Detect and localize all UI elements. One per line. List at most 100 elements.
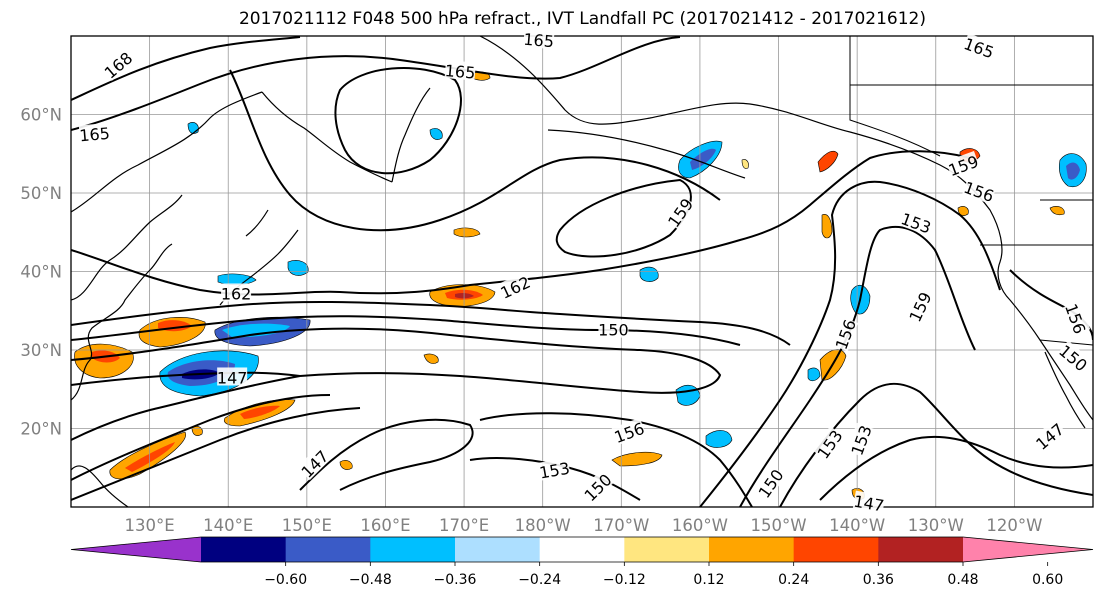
contour-label-bg <box>444 60 476 81</box>
contour-label-bg <box>217 367 248 386</box>
shade-patch <box>339 460 353 470</box>
coastlines <box>71 36 1093 507</box>
shade-patch <box>639 266 659 282</box>
colorbar-segment <box>455 537 541 562</box>
contour-label: 165 <box>523 28 555 52</box>
border-us-mexico <box>1039 339 1093 346</box>
contour-label-text: 162 <box>221 284 252 303</box>
shade-patch <box>455 292 474 299</box>
contour-label: 156 <box>830 316 860 352</box>
contour-label-bg <box>611 417 647 446</box>
contour-jet-1 <box>71 300 791 346</box>
contour-label-bg <box>580 469 614 504</box>
contour-south-d <box>469 456 641 501</box>
lat-label: 30°N <box>20 341 62 360</box>
lon-label: 130°E <box>125 516 175 535</box>
lon-label: 120°W <box>986 516 1042 535</box>
contour-label-text: 165 <box>523 30 555 52</box>
colorbar-tick-label: 0.48 <box>947 572 978 588</box>
contour-jet-3 <box>71 327 722 394</box>
shade-patch <box>1066 162 1080 180</box>
contour-jet-2 <box>71 315 741 346</box>
contour-label-bg <box>497 271 533 301</box>
lon-label: 170°E <box>439 516 489 535</box>
contour-label: 165 <box>444 60 476 83</box>
colorbar-outline <box>70 536 1094 563</box>
contour-label-bg <box>962 176 997 205</box>
lat-label: 60°N <box>20 106 62 125</box>
contour-label-bg <box>297 446 331 481</box>
shade-patch <box>429 128 443 140</box>
border-inset-box <box>850 84 1093 265</box>
colorbar-tick-label: −0.24 <box>518 572 561 588</box>
contour-south-b <box>71 407 361 501</box>
lon-label: 160°E <box>360 516 410 535</box>
contour-label-bg <box>1031 419 1067 453</box>
contour-label-bg <box>663 194 696 230</box>
contour-label: 165 <box>78 122 111 145</box>
contour-south-c <box>299 418 474 491</box>
contour-label-bg <box>812 426 845 462</box>
contour-label-text: 150 <box>598 321 629 340</box>
contour-label-bg <box>899 208 934 236</box>
shade-patch <box>222 323 290 338</box>
lon-label: 150°W <box>751 516 807 535</box>
contour-159-ring <box>555 178 692 258</box>
contour-label: 150 <box>598 319 629 340</box>
colorbar-tick-label: 0.60 <box>1032 572 1063 588</box>
colorbar-segment <box>793 537 879 562</box>
contour-jet-147 <box>71 371 301 441</box>
contour-label-bg <box>78 122 111 144</box>
colorbar-extend-min <box>71 537 201 562</box>
contour-label-bg <box>100 47 135 81</box>
colorbar-tick-label: 0.36 <box>863 572 894 588</box>
colorbar-extend-max <box>963 537 1093 562</box>
contour-168 <box>71 36 301 101</box>
colorbar-segment <box>539 537 625 562</box>
contour-label-bg <box>1056 340 1092 374</box>
colorbar-tick-label: −0.60 <box>264 572 307 588</box>
colorbar: −0.60 −0.48 −0.36 −0.24 −0.12 0.12 0.24 0.36 0.4… <box>70 536 1094 588</box>
shade-patch <box>611 451 663 467</box>
height-contours <box>71 36 1093 507</box>
shade-patch <box>423 353 439 364</box>
shade-patch <box>690 148 716 170</box>
lon-label: 160°W <box>672 516 728 535</box>
contour-label-bg <box>598 319 629 338</box>
contour-east-d <box>819 435 1093 501</box>
map-title: 2017021112 F048 500 hPa refract., IVT La… <box>238 9 926 29</box>
colorbar-segment <box>201 537 287 562</box>
contour-south-e <box>479 412 753 507</box>
lon-label: 140°W <box>829 516 885 535</box>
map-frame <box>70 35 1094 508</box>
shade-patch <box>705 430 733 448</box>
contour-label: 162 <box>221 283 252 303</box>
contour-label: 147 <box>217 367 248 387</box>
contour-label-text: 147 <box>217 368 248 387</box>
lat-label: 20°N <box>20 420 62 439</box>
longitude-labels: 130°E 140°E 150°E 160°E 170°E 180°W 170°W 160°W… <box>125 516 1043 535</box>
contour-label-bg <box>852 490 886 514</box>
contour-label: 147 <box>852 490 886 516</box>
colorbar-tick-label: −0.48 <box>349 572 392 588</box>
colorbar-tick-label: −0.36 <box>434 572 477 588</box>
contour-165-north <box>71 36 681 131</box>
contour-label-text: 147 <box>852 492 885 516</box>
shade-patch <box>821 214 833 239</box>
colorbar-tick-label: 0.24 <box>778 572 809 588</box>
lon-label: 170°W <box>593 516 649 535</box>
shade-patch <box>807 367 821 382</box>
contour-label-bg <box>830 316 859 352</box>
colorbar-segment <box>709 537 795 562</box>
contour-label-bg <box>221 283 252 302</box>
contour-label: 153 <box>538 457 571 483</box>
lon-label: 130°W <box>908 516 964 535</box>
colorbar-tick-label: −0.12 <box>603 572 646 588</box>
lat-label: 40°N <box>20 263 62 282</box>
colorbar-segment <box>878 537 964 562</box>
shade-patch <box>741 159 749 169</box>
contour-south-a <box>71 394 331 481</box>
contour-label-bg <box>1063 301 1091 336</box>
contour-east-b <box>699 180 1001 507</box>
